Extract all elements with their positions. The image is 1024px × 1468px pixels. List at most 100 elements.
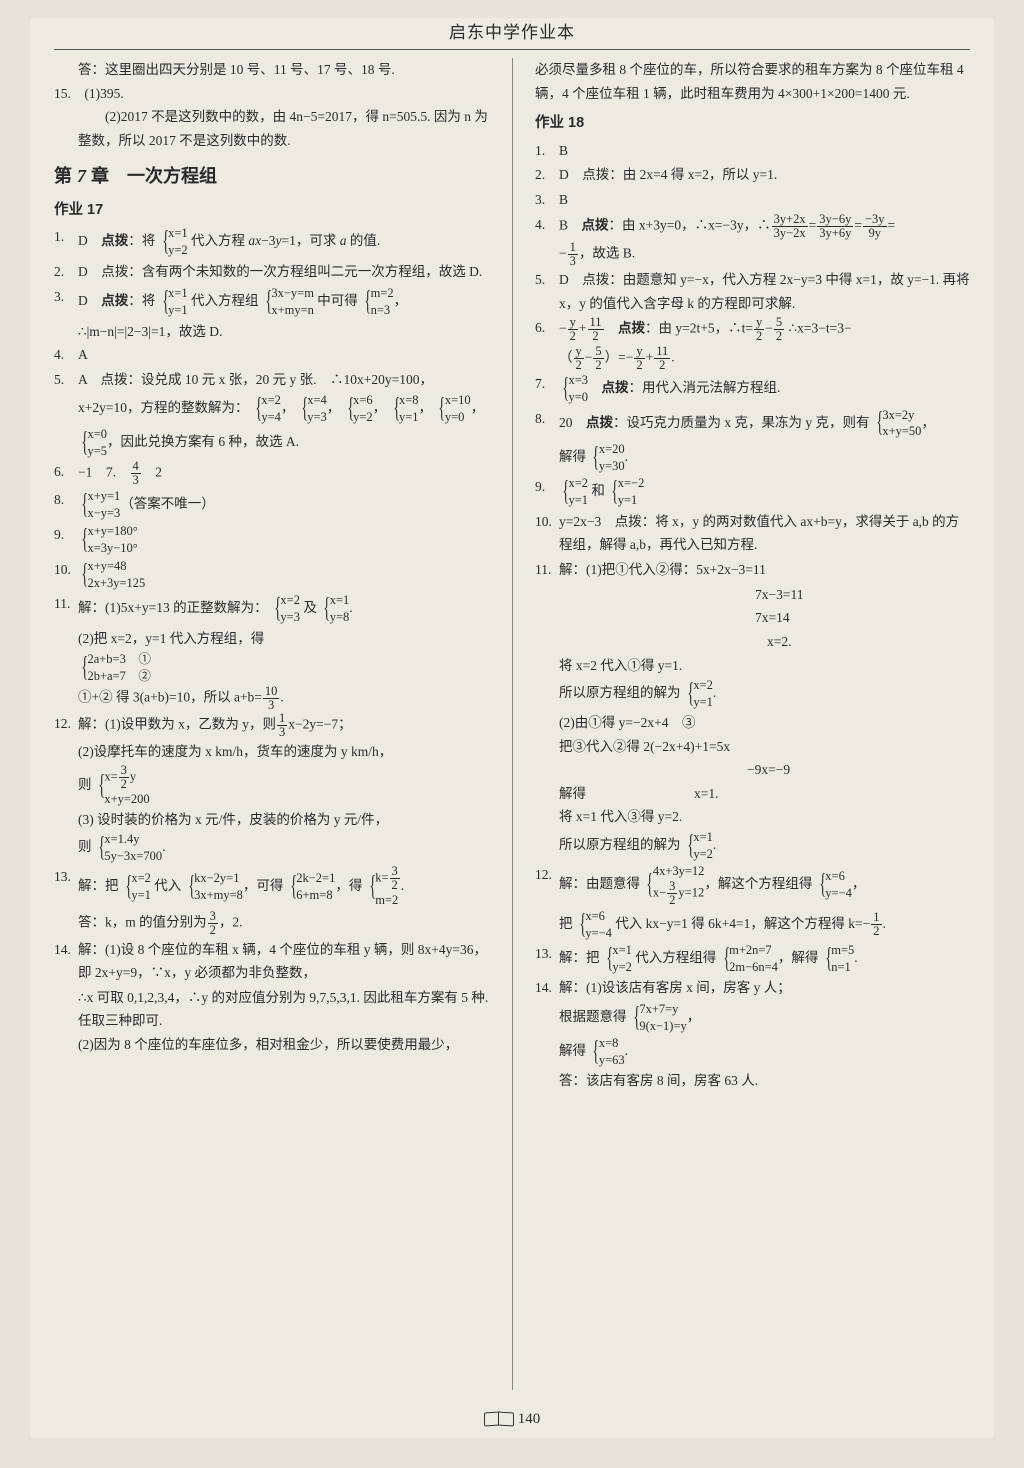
q12a: 解：(1)设甲数为 x，乙数为 y，则13x−2y=−7； (78, 712, 492, 739)
r-q7: 7. {x=3y=0 点拨：用代入消元法解方程组. (535, 372, 970, 406)
r-q13: 13. 解：把 {x=1y=2 代入方程组得 {m+2n=72m−6n=4，解得… (535, 942, 970, 976)
r-q8-num: 8. (535, 407, 559, 441)
r-q4b: −13，故选 B. (535, 241, 970, 268)
r-q5-text: D 点拨：由题意知 y=−x，代入方程 2x−y=3 中得 x=1，故 y=−1… (559, 268, 970, 315)
r-q3: 3.B (535, 188, 970, 212)
r-q14d: 答：该店有客房 8 间，房客 63 人. (535, 1069, 970, 1093)
q10-text: {x+y=482x+3y=125 (78, 558, 492, 592)
q13a: 解：把 {x=2y=1 代入 {kx−2y=13x+my=8，可得 {2k−2=… (78, 865, 492, 909)
q12b: (2)设摩托车的速度为 x km/h，货车的速度为 y km/h， (54, 740, 492, 764)
r-q4: 4. B 点拨：由 x+3y=0，∴x=−3y，∴3y+2x3y−2x=3y−6… (535, 213, 970, 240)
q11d: ①+② 得 3(a+b)=10，所以 a+b=103. (54, 685, 492, 712)
q12: 12. 解：(1)设甲数为 x，乙数为 y，则13x−2y=−7； (54, 712, 492, 739)
r-q6-num: 6. (535, 316, 559, 343)
r-q13-num: 13. (535, 942, 559, 976)
r-q11a: 解：(1)把①代入②得：5x+2x−3=11 (559, 558, 970, 582)
r-q6: 6. −y2+112 点拨：由 y=2t+5，∴t=y2−52 ∴x=3−t=3… (535, 316, 970, 343)
r-q1: 1.B (535, 139, 970, 163)
r-q12b: 把 {x=6y=−4 代入 kx−y=1 得 6k+4=1，解这个方程得 k=−… (535, 908, 970, 942)
q14: 14. 解：(1)设 8 个座位的车租 x 辆，4 个座位的车租 y 辆，则 8… (54, 938, 492, 985)
q5-num: 5. (54, 368, 78, 392)
q8-text: {x+y=1x−y=3（答案不唯一） (78, 488, 492, 522)
r-q14-num: 14. (535, 976, 559, 1000)
q4: 4. A (54, 343, 492, 367)
r-q10-num: 10. (535, 510, 559, 557)
r-q11l: 所以原方程组的解为 {x=1y=2. (535, 829, 970, 863)
q6: 6. −1 7. 43 2 (54, 460, 492, 487)
r-q14b: 根据题意得 {7x+7=y9(x−1)=y， (535, 1001, 970, 1035)
q10-num: 10. (54, 558, 78, 592)
q9: 9. {x+y=180°x=3y−10° (54, 523, 492, 557)
q8: 8. {x+y=1x−y=3（答案不唯一） (54, 488, 492, 522)
left-column: 答：这里圈出四天分别是 10 号、11 号、17 号、18 号. 15. (1)… (54, 58, 512, 1390)
r-q14a: 解：(1)设该店有客房 x 间，房客 y 人； (559, 976, 970, 1000)
r-q11c: 7x=14 (535, 606, 970, 630)
q12c: 则 {x=32yx+y=200 (54, 764, 492, 808)
r-q8-text: 20 点拨：设巧克力质量为 x 克，果冻为 y 克，则有 {3x=2yx+y=5… (559, 407, 970, 441)
pre-line-0: 答：这里圈出四天分别是 10 号、11 号、17 号、18 号. (54, 58, 492, 82)
r-q2-num: 2. (535, 163, 559, 187)
page-number: 140 (518, 1411, 541, 1427)
q11c: {2a+b=3 ①2b+a=7 ② (54, 651, 492, 685)
r-q10: 10.y=2x−3 点拨：将 x，y 的两对数值代入 ax+b=y，求得关于 a… (535, 510, 970, 557)
q2-text: D 点拨：含有两个未知数的一次方程组叫二元一次方程组，故选 D. (78, 260, 492, 284)
r-q13-text: 解：把 {x=1y=2 代入方程组得 {m+2n=72m−6n=4，解得 {m=… (559, 942, 970, 976)
r-q14: 14.解：(1)设该店有客房 x 间，房客 y 人； (535, 976, 970, 1000)
q9-num: 9. (54, 523, 78, 557)
q5b: x+2y=10，方程的整数解为： {x=2y=4， {x=4y=3， {x=6y… (54, 392, 492, 426)
r-q6-text: −y2+112 点拨：由 y=2t+5，∴t=y2−52 ∴x=3−t=3− (559, 316, 970, 343)
q14-num: 14. (54, 938, 78, 985)
r-q1-text: B (559, 139, 970, 163)
r-q11-num: 11. (535, 558, 559, 582)
q5c: {x=0y=5，因此兑换方案有 6 种，故选 A. (54, 426, 492, 460)
q12d: (3) 设时装的价格为 x 元/件，皮装的价格为 y 元/件， (54, 808, 492, 832)
r-q11b: 7x−3=11 (535, 583, 970, 607)
r-q10-text: y=2x−3 点拨：将 x，y 的两对数值代入 ax+b=y，求得关于 a,b … (559, 510, 970, 557)
r-q2: 2.D 点拨：由 2x=4 得 x=2，所以 y=1. (535, 163, 970, 187)
q14c: (2)因为 8 个座位的车座位多，相对租金少，所以要使费用最少， (54, 1033, 492, 1057)
r-q4-text: B 点拨：由 x+3y=0，∴x=−3y，∴3y+2x3y−2x=3y−6y3y… (559, 213, 970, 240)
q5: 5. A 点拨：设兑成 10 元 x 张，20 元 y 张. ∴10x+20y=… (54, 368, 492, 392)
q10: 10. {x+y=482x+3y=125 (54, 558, 492, 592)
r-q8: 8. 20 点拨：设巧克力质量为 x 克，果冻为 y 克，则有 {3x=2yx+… (535, 407, 970, 441)
r-q6b: （y2−52）=−y2+112. (535, 345, 970, 372)
content-columns: 答：这里圈出四天分别是 10 号、11 号、17 号、18 号. 15. (1)… (30, 50, 994, 1390)
q4-text: A (78, 343, 492, 367)
q11b: (2)把 x=2，y=1 代入方程组，得 (54, 627, 492, 651)
r-q11e: 将 x=2 代入①得 y=1. (535, 654, 970, 678)
q3b: ∴|m−n|=|2−3|=1，故选 D. (54, 320, 492, 344)
chapter-num: 7 (77, 166, 86, 186)
r-q12-num: 12. (535, 863, 559, 907)
r-q11d: x=2. (535, 630, 970, 654)
r-q7-text: {x=3y=0 点拨：用代入消元法解方程组. (559, 372, 970, 406)
q12-num: 12. (54, 712, 78, 739)
pre-line-1: 15. (1)395. (54, 82, 492, 106)
q14b: ∴x 可取 0,1,2,3,4，∴y 的对应值分别为 9,7,5,3,1. 因此… (54, 986, 492, 1033)
q1-num: 1. (54, 225, 78, 259)
r-q12a: 解：由题意得 {4x+3y=12x−32y=12，解这个方程组得 {x=6y=−… (559, 863, 970, 907)
r-q1-num: 1. (535, 139, 559, 163)
page-number-footer: 140 (30, 1409, 994, 1430)
r-q4-num: 4. (535, 213, 559, 240)
r-q5: 5.D 点拨：由题意知 y=−x，代入方程 2x−y=3 中得 x=1，故 y=… (535, 268, 970, 315)
r-q11i: −9x=−9 (535, 758, 970, 782)
r-q3-text: B (559, 188, 970, 212)
q13b: 答：k，m 的值分别为32，2. (54, 910, 492, 937)
q4-num: 4. (54, 343, 78, 367)
r-q11h: 把③代入②得 2(−2x+4)+1=5x (535, 735, 970, 759)
q5-text: A 点拨：设兑成 10 元 x 张，20 元 y 张. ∴10x+20y=100… (78, 368, 492, 392)
q8-num: 8. (54, 488, 78, 522)
q3: 3. D 点拨：将 {x=1y=1 代入方程组 {3x−y=mx+my=n 中可… (54, 285, 492, 319)
open-book-icon (484, 1412, 514, 1428)
r-q2-text: D 点拨：由 2x=4 得 x=2，所以 y=1. (559, 163, 970, 187)
q9-text: {x+y=180°x=3y−10° (78, 523, 492, 557)
homework-17-title: 作业 17 (54, 198, 492, 223)
r-q11: 11.解：(1)把①代入②得：5x+2x−3=11 (535, 558, 970, 582)
q2: 2. D 点拨：含有两个未知数的一次方程组叫二元一次方程组，故选 D. (54, 260, 492, 284)
r-q8b: 解得 {x=20y=30. (535, 441, 970, 475)
homework-18-title: 作业 18 (535, 111, 970, 136)
q11-num: 11. (54, 592, 78, 626)
r-q3-num: 3. (535, 188, 559, 212)
q11: 11. 解：(1)5x+y=13 的正整数解为： {x=2y=3 及 {x=1y… (54, 592, 492, 626)
r-q11g: (2)由①得 y=−2x+4 ③ (535, 711, 970, 735)
